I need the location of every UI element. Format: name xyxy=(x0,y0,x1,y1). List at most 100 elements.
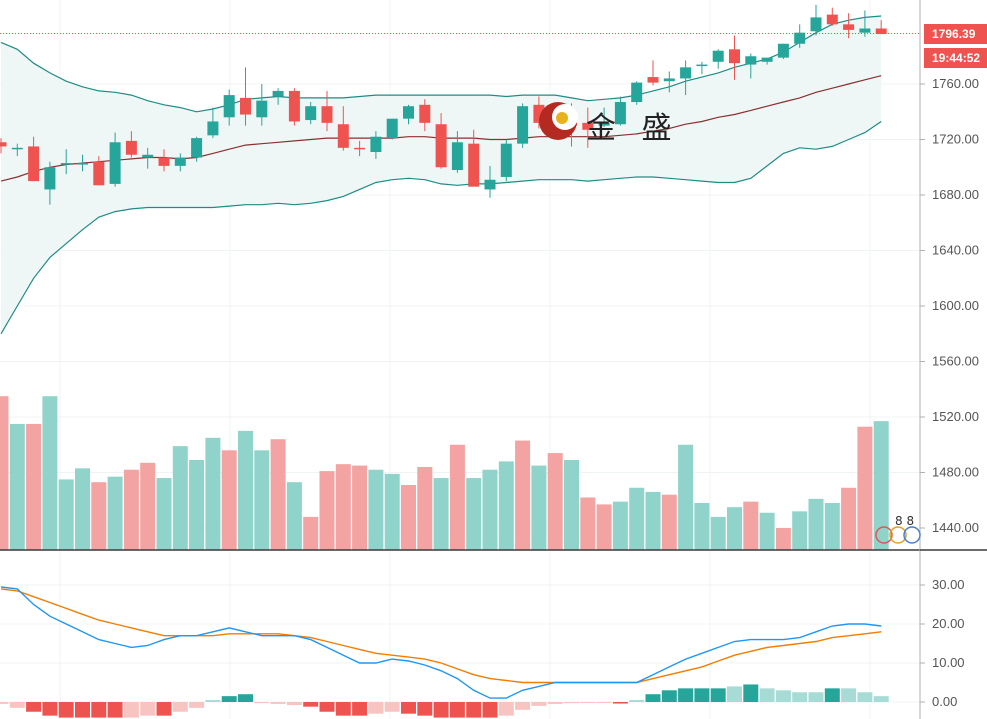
macd-histogram-bar xyxy=(710,688,726,702)
candle[interactable] xyxy=(484,165,496,198)
candle[interactable] xyxy=(712,49,724,69)
candle[interactable] xyxy=(729,35,740,80)
candle[interactable] xyxy=(256,84,268,126)
candle[interactable] xyxy=(745,53,757,79)
candle-body xyxy=(191,138,203,158)
candle[interactable] xyxy=(826,7,838,26)
candle-body xyxy=(614,102,626,125)
candle[interactable] xyxy=(435,113,447,169)
indicator-rings-icon[interactable] xyxy=(875,526,921,544)
macd-histogram-bar xyxy=(270,702,286,704)
candle[interactable] xyxy=(321,90,333,132)
volume-bar xyxy=(547,453,563,550)
macd-signal-line xyxy=(0,588,882,684)
candle[interactable] xyxy=(125,131,137,158)
candle[interactable] xyxy=(419,99,431,132)
candle[interactable] xyxy=(647,60,659,86)
candle-body xyxy=(109,142,121,184)
candle-body xyxy=(859,28,871,33)
candle[interactable] xyxy=(207,107,219,139)
candle[interactable] xyxy=(337,106,349,151)
volume-bar xyxy=(808,498,824,550)
candle[interactable] xyxy=(93,156,105,186)
volume-bar xyxy=(433,478,449,550)
candle-body xyxy=(142,154,154,158)
candle[interactable] xyxy=(680,60,692,96)
candle[interactable] xyxy=(582,107,594,148)
candle[interactable] xyxy=(403,104,414,125)
candle[interactable] xyxy=(631,81,643,105)
candle[interactable] xyxy=(810,4,822,36)
candle-body xyxy=(60,163,72,165)
candle[interactable] xyxy=(500,139,512,182)
macd-histogram-bar xyxy=(352,702,368,716)
volume-bar xyxy=(303,516,319,550)
volume-bar xyxy=(42,396,58,550)
macd-histogram-bar xyxy=(368,702,384,714)
candle[interactable] xyxy=(223,89,235,126)
candle[interactable] xyxy=(11,143,23,157)
countdown-tag: 19:44:52 xyxy=(924,48,987,68)
candle[interactable] xyxy=(272,88,284,105)
candle[interactable] xyxy=(794,24,806,48)
candle[interactable] xyxy=(158,149,170,172)
candle[interactable] xyxy=(761,57,773,65)
candle[interactable] xyxy=(663,71,675,93)
macd-histogram-bar xyxy=(645,694,661,702)
candle-body xyxy=(11,147,23,150)
candle-body xyxy=(337,124,349,148)
macd-histogram-bar xyxy=(612,702,628,704)
candle[interactable] xyxy=(533,96,545,129)
candle[interactable] xyxy=(598,107,610,128)
volume-bar xyxy=(189,460,205,550)
candle[interactable] xyxy=(240,67,251,126)
candle-body xyxy=(288,90,300,122)
candle[interactable] xyxy=(109,132,121,187)
candle[interactable] xyxy=(468,129,480,187)
candle[interactable] xyxy=(517,103,529,148)
macd-histogram-bar xyxy=(661,690,677,702)
candle-body xyxy=(0,142,7,147)
price-candles[interactable] xyxy=(0,4,987,551)
volume-bar xyxy=(841,487,857,550)
candle[interactable] xyxy=(142,147,154,169)
volume-bar xyxy=(694,503,710,550)
macd-panel[interactable] xyxy=(0,586,889,718)
candle[interactable] xyxy=(875,20,887,35)
candle[interactable] xyxy=(0,138,7,154)
candle[interactable] xyxy=(777,43,789,60)
candle[interactable] xyxy=(843,13,855,39)
macd-histogram-bar xyxy=(417,702,433,716)
candle[interactable] xyxy=(305,102,317,125)
candle-body xyxy=(663,78,675,82)
macd-histogram-bar xyxy=(547,702,563,704)
indicator-badge[interactable]: 8 8 xyxy=(895,514,915,528)
volume-bars xyxy=(0,396,889,550)
candle[interactable] xyxy=(696,61,708,75)
candle[interactable] xyxy=(614,96,626,126)
macd-histogram-bar xyxy=(743,684,759,702)
price-axis[interactable]: 1760.00 1720.00 1680.00 1640.00 1600.00 1560.… xyxy=(919,0,987,719)
candle[interactable] xyxy=(386,118,398,140)
candle[interactable] xyxy=(174,153,186,172)
axis-tick-label: 1680.00 xyxy=(932,187,979,202)
candle-body xyxy=(696,64,708,67)
candle[interactable] xyxy=(77,154,88,172)
volume-bar xyxy=(26,423,42,550)
candle[interactable] xyxy=(60,149,72,175)
volume-bar xyxy=(482,469,498,550)
axis-tick-label: 1480.00 xyxy=(932,465,979,480)
macd-histogram-bar xyxy=(9,702,25,708)
candle[interactable] xyxy=(191,136,203,162)
candle[interactable] xyxy=(859,10,871,37)
candle[interactable] xyxy=(451,131,463,173)
macd-histogram-bar xyxy=(286,702,302,706)
candle[interactable] xyxy=(370,131,382,159)
candle[interactable] xyxy=(354,140,366,157)
candle[interactable] xyxy=(44,161,56,205)
candle[interactable] xyxy=(28,136,40,182)
candle[interactable] xyxy=(288,88,300,126)
volume-bar xyxy=(515,440,531,550)
volume-bar xyxy=(531,465,547,550)
